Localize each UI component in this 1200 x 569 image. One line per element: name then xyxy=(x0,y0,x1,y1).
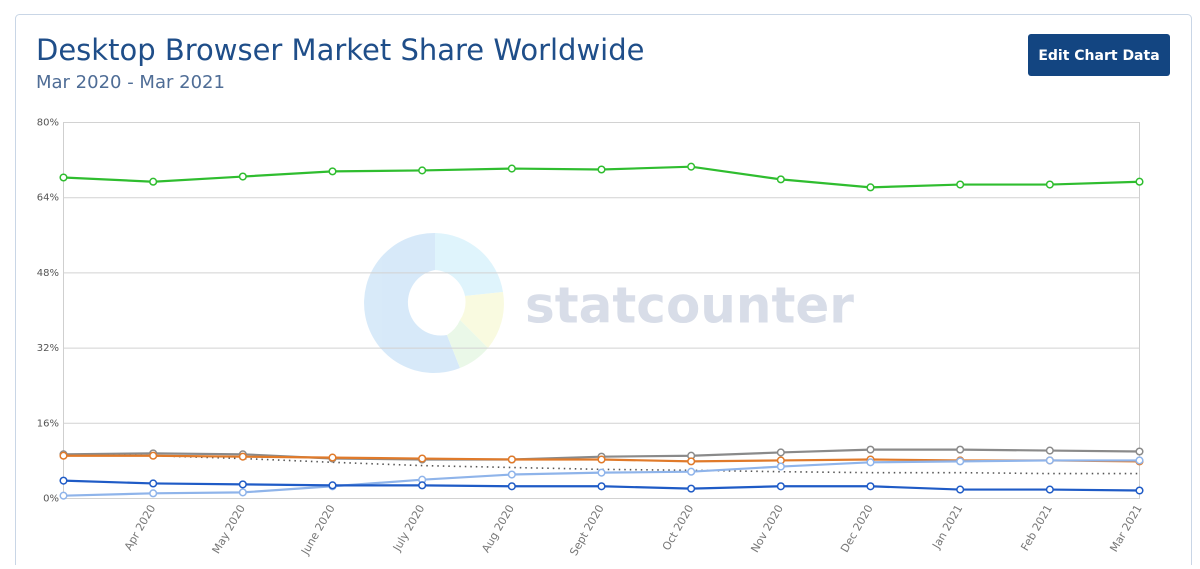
data-point xyxy=(328,481,337,490)
logo-part xyxy=(364,232,460,373)
chart-title: Desktop Browser Market Share Worldwide xyxy=(36,33,645,67)
data-point xyxy=(59,451,68,460)
y-tick-label: 32% xyxy=(37,343,59,354)
chart-subtitle: Mar 2020 - Mar 2021 xyxy=(36,72,225,93)
data-point xyxy=(507,482,516,491)
data-point xyxy=(149,451,158,460)
logo-part xyxy=(460,292,504,348)
data-point xyxy=(1045,485,1054,494)
data-point xyxy=(238,452,247,461)
data-point xyxy=(1045,446,1054,455)
data-point xyxy=(328,167,337,176)
data-point xyxy=(597,165,606,174)
card xyxy=(15,14,1192,569)
data-point xyxy=(866,183,875,192)
data-point xyxy=(1135,177,1144,186)
data-point xyxy=(1135,486,1144,495)
data-point xyxy=(687,467,696,476)
data-point xyxy=(149,479,158,488)
data-point xyxy=(328,453,337,462)
data-point xyxy=(866,482,875,491)
data-point xyxy=(776,175,785,184)
data-point xyxy=(59,173,68,182)
series-line xyxy=(63,453,1140,475)
data-point xyxy=(1045,456,1054,465)
data-point xyxy=(956,180,965,189)
data-point xyxy=(597,482,606,491)
data-point xyxy=(687,484,696,493)
watermark-logo xyxy=(364,232,504,373)
data-point xyxy=(238,172,247,181)
button-label[interactable]: Edit Chart Data xyxy=(1038,48,1159,64)
data-point xyxy=(1135,456,1144,465)
data-point xyxy=(238,480,247,489)
data-point xyxy=(956,485,965,494)
data-point xyxy=(418,454,427,463)
data-point xyxy=(866,458,875,467)
edit-button[interactable]: Edit Chart Data xyxy=(1028,34,1170,76)
data-point xyxy=(956,445,965,454)
data-point xyxy=(149,489,158,498)
data-point xyxy=(597,455,606,464)
data-point xyxy=(776,462,785,471)
data-point xyxy=(866,445,875,454)
data-point xyxy=(507,455,516,464)
data-point xyxy=(507,164,516,173)
button-bg[interactable] xyxy=(1028,34,1170,76)
y-tick-label: 80% xyxy=(37,118,59,129)
data-point xyxy=(1135,447,1144,456)
data-point xyxy=(418,481,427,490)
logo-part xyxy=(435,233,503,296)
data-point xyxy=(687,162,696,171)
data-point xyxy=(418,166,427,175)
data-point xyxy=(776,448,785,457)
y-tick-label: 0% xyxy=(43,494,59,505)
data-point xyxy=(1045,180,1054,189)
data-point xyxy=(149,177,158,186)
logo-part xyxy=(447,320,488,368)
data-point xyxy=(956,457,965,466)
data-point xyxy=(687,457,696,466)
watermark-text: statcounter xyxy=(525,277,854,335)
data-point xyxy=(59,476,68,485)
data-point xyxy=(507,470,516,479)
data-point xyxy=(776,482,785,491)
y-tick-label: 48% xyxy=(37,268,59,279)
y-tick-label: 16% xyxy=(37,418,59,429)
data-point xyxy=(59,491,68,500)
data-point xyxy=(238,488,247,497)
y-tick-label: 64% xyxy=(37,193,59,204)
data-point xyxy=(597,468,606,477)
